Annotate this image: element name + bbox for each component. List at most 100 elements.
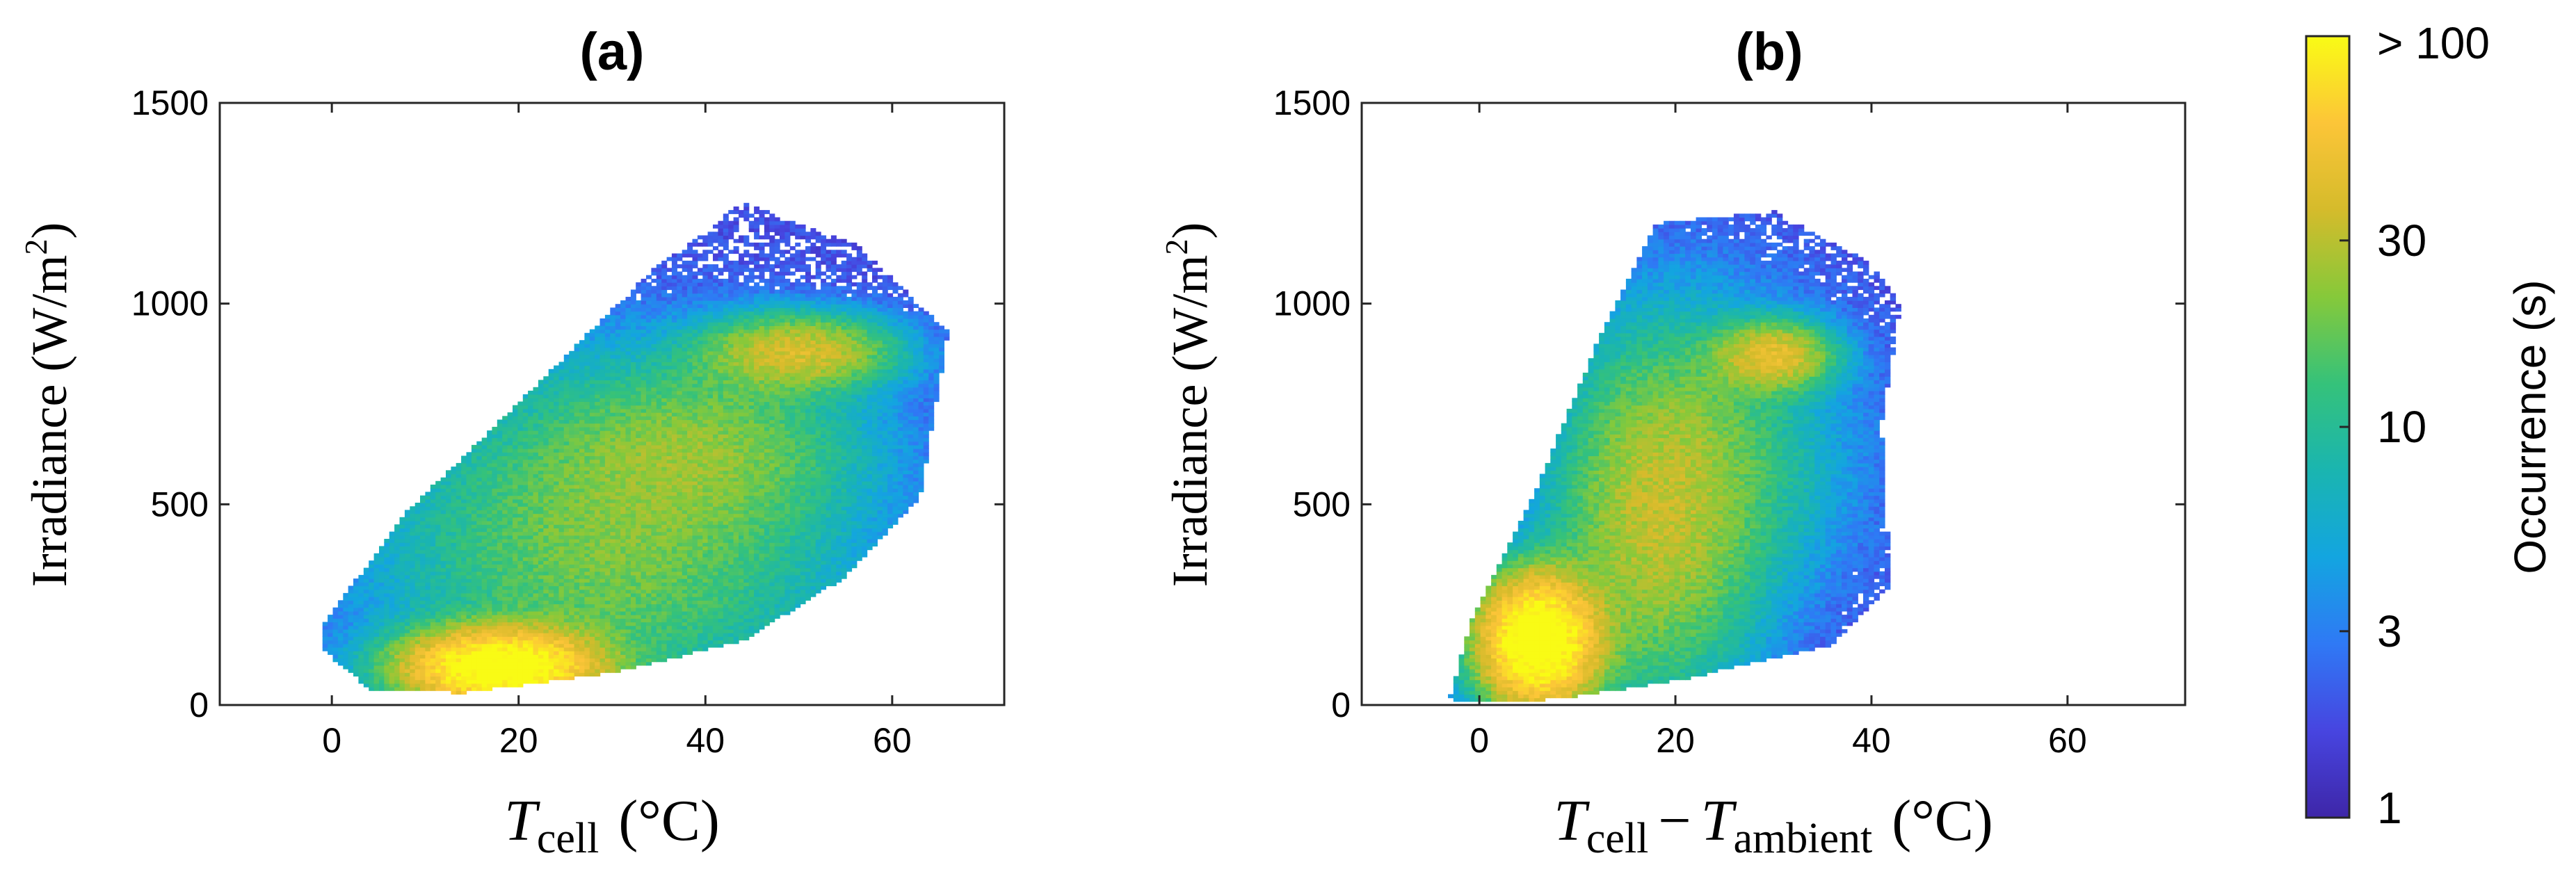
panel-a-heatmap-cell: [522, 600, 529, 605]
panel-a-heatmap-cell: [410, 517, 416, 521]
panel-a-heatmap-cell: [456, 618, 462, 623]
panel-a-heatmap-cell: [476, 542, 483, 546]
panel-a-heatmap-cell: [513, 571, 518, 576]
panel-a-heatmap-cell: [513, 459, 518, 464]
panel-a-heatmap-cell: [625, 560, 631, 565]
panel-a-heatmap-cell: [610, 654, 616, 659]
panel-a-heatmap-cell: [379, 557, 385, 561]
panel-a-heatmap-cell: [625, 607, 631, 612]
panel-a-heatmap-cell: [517, 669, 524, 673]
panel-a-heatmap-cell: [373, 618, 380, 623]
panel-a-heatmap-cell: [615, 437, 621, 442]
panel-a-heatmap-cell: [404, 658, 410, 663]
panel-a-heatmap-cell: [595, 455, 601, 460]
panel-a-heatmap-cell: [671, 452, 677, 457]
panel-a-heatmap-cell: [414, 683, 421, 688]
panel-a-heatmap-cell: [604, 358, 611, 362]
panel-a-heatmap-cell: [666, 441, 673, 446]
panel-a-heatmap-cell: [543, 477, 549, 482]
panel-a-heatmap-cell: [625, 477, 631, 482]
panel-a-heatmap-cell: [579, 553, 585, 558]
panel-a-heatmap-cell: [656, 535, 662, 540]
panel-a-heatmap-cell: [481, 477, 488, 482]
panel-a-heatmap-cell: [440, 661, 446, 666]
panel-a-heatmap-cell: [446, 589, 451, 594]
panel-a-heatmap-cell: [399, 687, 405, 691]
panel-a-heatmap-cell: [620, 470, 627, 475]
panel-a-heatmap-cell: [476, 452, 483, 457]
panel-a-heatmap-cell: [666, 307, 673, 312]
panel-a-heatmap-cell: [533, 423, 539, 428]
panel-a-heatmap-cell: [636, 314, 642, 319]
panel-a-heatmap-cell: [554, 629, 560, 633]
panel-a-heatmap-cell: [589, 470, 595, 475]
panel-a-heatmap-cell: [379, 615, 385, 619]
panel-a-heatmap-cell: [440, 557, 446, 561]
panel-a-heatmap-cell: [440, 643, 446, 648]
panel-a-heatmap-cell: [543, 376, 549, 380]
panel-a-heatmap-cell: [589, 452, 595, 457]
panel-a-heatmap-cell: [343, 633, 349, 637]
panel-a-heatmap-cell: [487, 589, 493, 594]
panel-a-heatmap-cell: [425, 633, 431, 637]
panel-a-heatmap-cell: [579, 610, 585, 615]
panel-a-heatmap-cell: [646, 488, 652, 492]
panel-a-heatmap-cell: [410, 607, 416, 612]
panel-a-heatmap-cell: [656, 448, 662, 453]
panel-a-heatmap-cell: [610, 647, 616, 651]
panel-a-heatmap-cell: [471, 625, 477, 630]
panel-a-heatmap-cell: [435, 503, 442, 507]
panel-a-heatmap-cell: [599, 661, 606, 666]
panel-a-heatmap-cell: [625, 441, 631, 446]
panel-a-heatmap-cell: [636, 307, 642, 312]
panel-a-heatmap-cell: [446, 485, 451, 489]
panel-a-heatmap-cell: [456, 488, 462, 492]
panel-a-heatmap-cell: [563, 394, 570, 398]
panel-a-heatmap-cell: [522, 513, 529, 518]
panel-a-heatmap-cell: [481, 669, 488, 673]
panel-a-heatmap-cell: [604, 528, 611, 533]
panel-a-heatmap-cell: [461, 654, 467, 659]
panel-a-heatmap-cell: [574, 597, 580, 601]
panel-a-heatmap-cell: [671, 296, 677, 301]
panel-a-heatmap-cell: [446, 495, 451, 500]
panel-a-heatmap-cell: [671, 376, 677, 380]
panel-a-heatmap-cell: [584, 651, 590, 655]
panel-a-heatmap-cell: [502, 633, 508, 637]
panel-a-heatmap-cell: [584, 387, 590, 391]
panel-a-heatmap-cell: [528, 503, 534, 507]
panel-a-heatmap-cell: [636, 658, 642, 663]
panel-a-heatmap-cell: [430, 625, 436, 630]
panel-a-heatmap-cell: [579, 643, 585, 648]
panel-a-heatmap-cell: [543, 510, 549, 515]
panel-a-heatmap-cell: [615, 513, 621, 518]
panel-a-heatmap-cell: [610, 347, 616, 352]
panel-a-heatmap-cell: [574, 503, 580, 507]
panel-a-heatmap-cell: [481, 503, 488, 507]
panel-a-heatmap-cell: [487, 607, 493, 612]
panel-a-heatmap-cell: [517, 521, 524, 525]
panel-a-heatmap-cell: [476, 571, 483, 576]
panel-a-heatmap-cell: [517, 636, 524, 641]
panel-a-heatmap-cell: [435, 495, 442, 500]
panel-a-heatmap-cell: [589, 564, 595, 569]
panel-a-heatmap-cell: [589, 401, 595, 406]
panel-a-heatmap-cell: [446, 679, 451, 684]
panel-a-heatmap-cell: [487, 459, 493, 464]
panel-a-heatmap-cell: [610, 485, 616, 489]
panel-a-heatmap-cell: [430, 557, 436, 561]
panel-a-heatmap-cell: [558, 390, 565, 395]
panel-a-heatmap-cell: [353, 672, 359, 677]
panel-a-heatmap-cell: [584, 603, 590, 608]
panel-a-heatmap-cell: [373, 578, 380, 583]
panel-a-heatmap-cell: [630, 332, 636, 337]
panel-a-heatmap-cell: [574, 462, 580, 467]
panel-a-heatmap-cell: [471, 546, 477, 551]
panel-a-heatmap-cell: [563, 672, 570, 677]
panel-a-heatmap-cell: [389, 585, 395, 590]
panel-a-heatmap-cell: [384, 578, 390, 583]
panel-a-heatmap-cell: [384, 622, 390, 626]
panel-a-heatmap-cell: [466, 488, 472, 492]
panel-a-heatmap-cell: [682, 651, 688, 655]
panel-a-heatmap-cell: [584, 408, 590, 413]
